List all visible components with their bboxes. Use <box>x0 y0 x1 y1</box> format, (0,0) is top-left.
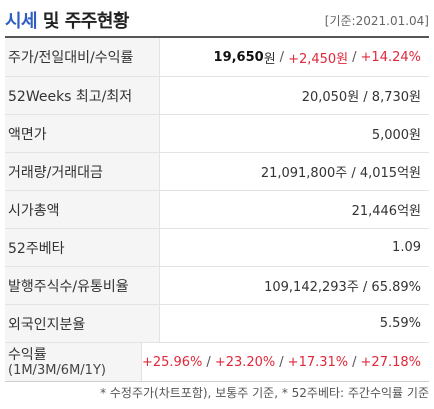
separator: / <box>206 354 211 370</box>
separator: / <box>279 49 285 65</box>
row-value: 5,000원 <box>371 128 421 143</box>
footnote: * 수정주가(차트포함), 보통주 기준, * 52주베타: 주간수익률 기준 <box>100 386 429 400</box>
row-label: 발행주식수/유통비율 <box>5 267 160 304</box>
row-value: 21,446억원 <box>351 204 421 219</box>
table-row-shares: 발행주식수/유통비율 109,142,293주 / 65.89% <box>5 266 429 304</box>
row-value: 5.59% <box>379 316 421 331</box>
price-unit: 원 <box>263 51 276 67</box>
return-6m: +17.31% <box>287 354 349 370</box>
return-1y: +27.18% <box>360 354 421 370</box>
row-label: 수익률 (1M/3M/6M/1Y) <box>5 343 142 381</box>
returns-period-label: (1M/3M/6M/1Y) <box>8 363 106 378</box>
table-row-volume: 거래량/거래대금 21,091,800주 / 4,015억원 <box>5 152 429 190</box>
table-row-par-value: 액면가 5,000원 <box>5 114 429 152</box>
table-row-52week: 52Weeks 최고/최저 20,050원 / 8,730원 <box>5 76 429 114</box>
row-label: 거래량/거래대금 <box>5 153 160 190</box>
table-row-price: 주가/전일대비/수익률 19,650 원 / +2,450원 / +14.24% <box>5 38 429 76</box>
price-change: +2,450원 <box>288 51 349 67</box>
row-label: 52Weeks 최고/최저 <box>5 77 160 114</box>
current-price: 19,650 <box>213 49 264 65</box>
row-value: +25.96% / +23.20% / +17.31% / +27.18% <box>142 343 429 381</box>
header: 시세 및 주주현황 [기준:2021.01.04] <box>5 0 429 40</box>
row-label: 주가/전일대비/수익률 <box>5 38 160 76</box>
row-label: 52주베타 <box>5 229 160 266</box>
table-row-returns: 수익률 (1M/3M/6M/1Y) +25.96% / +23.20% / +1… <box>5 342 429 381</box>
separator: / <box>352 354 357 370</box>
title-accent: 시세 <box>5 11 38 32</box>
title-rest: 및 주주현황 <box>42 11 130 32</box>
row-value: 1.09 <box>392 240 421 255</box>
row-value: 19,650 원 / +2,450원 / +14.24% <box>160 38 429 76</box>
table-row-market-cap: 시가총액 21,446억원 <box>5 190 429 228</box>
returns-label: 수익률 <box>8 347 47 363</box>
stock-info-table: 주가/전일대비/수익률 19,650 원 / +2,450원 / +14.24%… <box>5 36 429 382</box>
reference-date: [기준:2021.01.04] <box>324 14 429 28</box>
row-value: 21,091,800주 / 4,015억원 <box>260 166 421 181</box>
return-1m: +25.96% <box>141 354 203 370</box>
return-3m: +23.20% <box>214 354 276 370</box>
separator: / <box>352 49 357 65</box>
price-change-rate: +14.24% <box>360 49 421 65</box>
row-value: 20,050원 / 8,730원 <box>301 90 421 105</box>
separator: / <box>279 354 284 370</box>
row-label: 외국인지분율 <box>5 305 160 342</box>
row-label: 액면가 <box>5 115 160 152</box>
section-title: 시세 및 주주현황 <box>5 7 129 33</box>
row-label: 시가총액 <box>5 191 160 228</box>
row-value: 109,142,293주 / 65.89% <box>264 280 421 295</box>
table-row-foreign-ownership: 외국인지분율 5.59% <box>5 304 429 342</box>
table-row-beta: 52주베타 1.09 <box>5 228 429 266</box>
